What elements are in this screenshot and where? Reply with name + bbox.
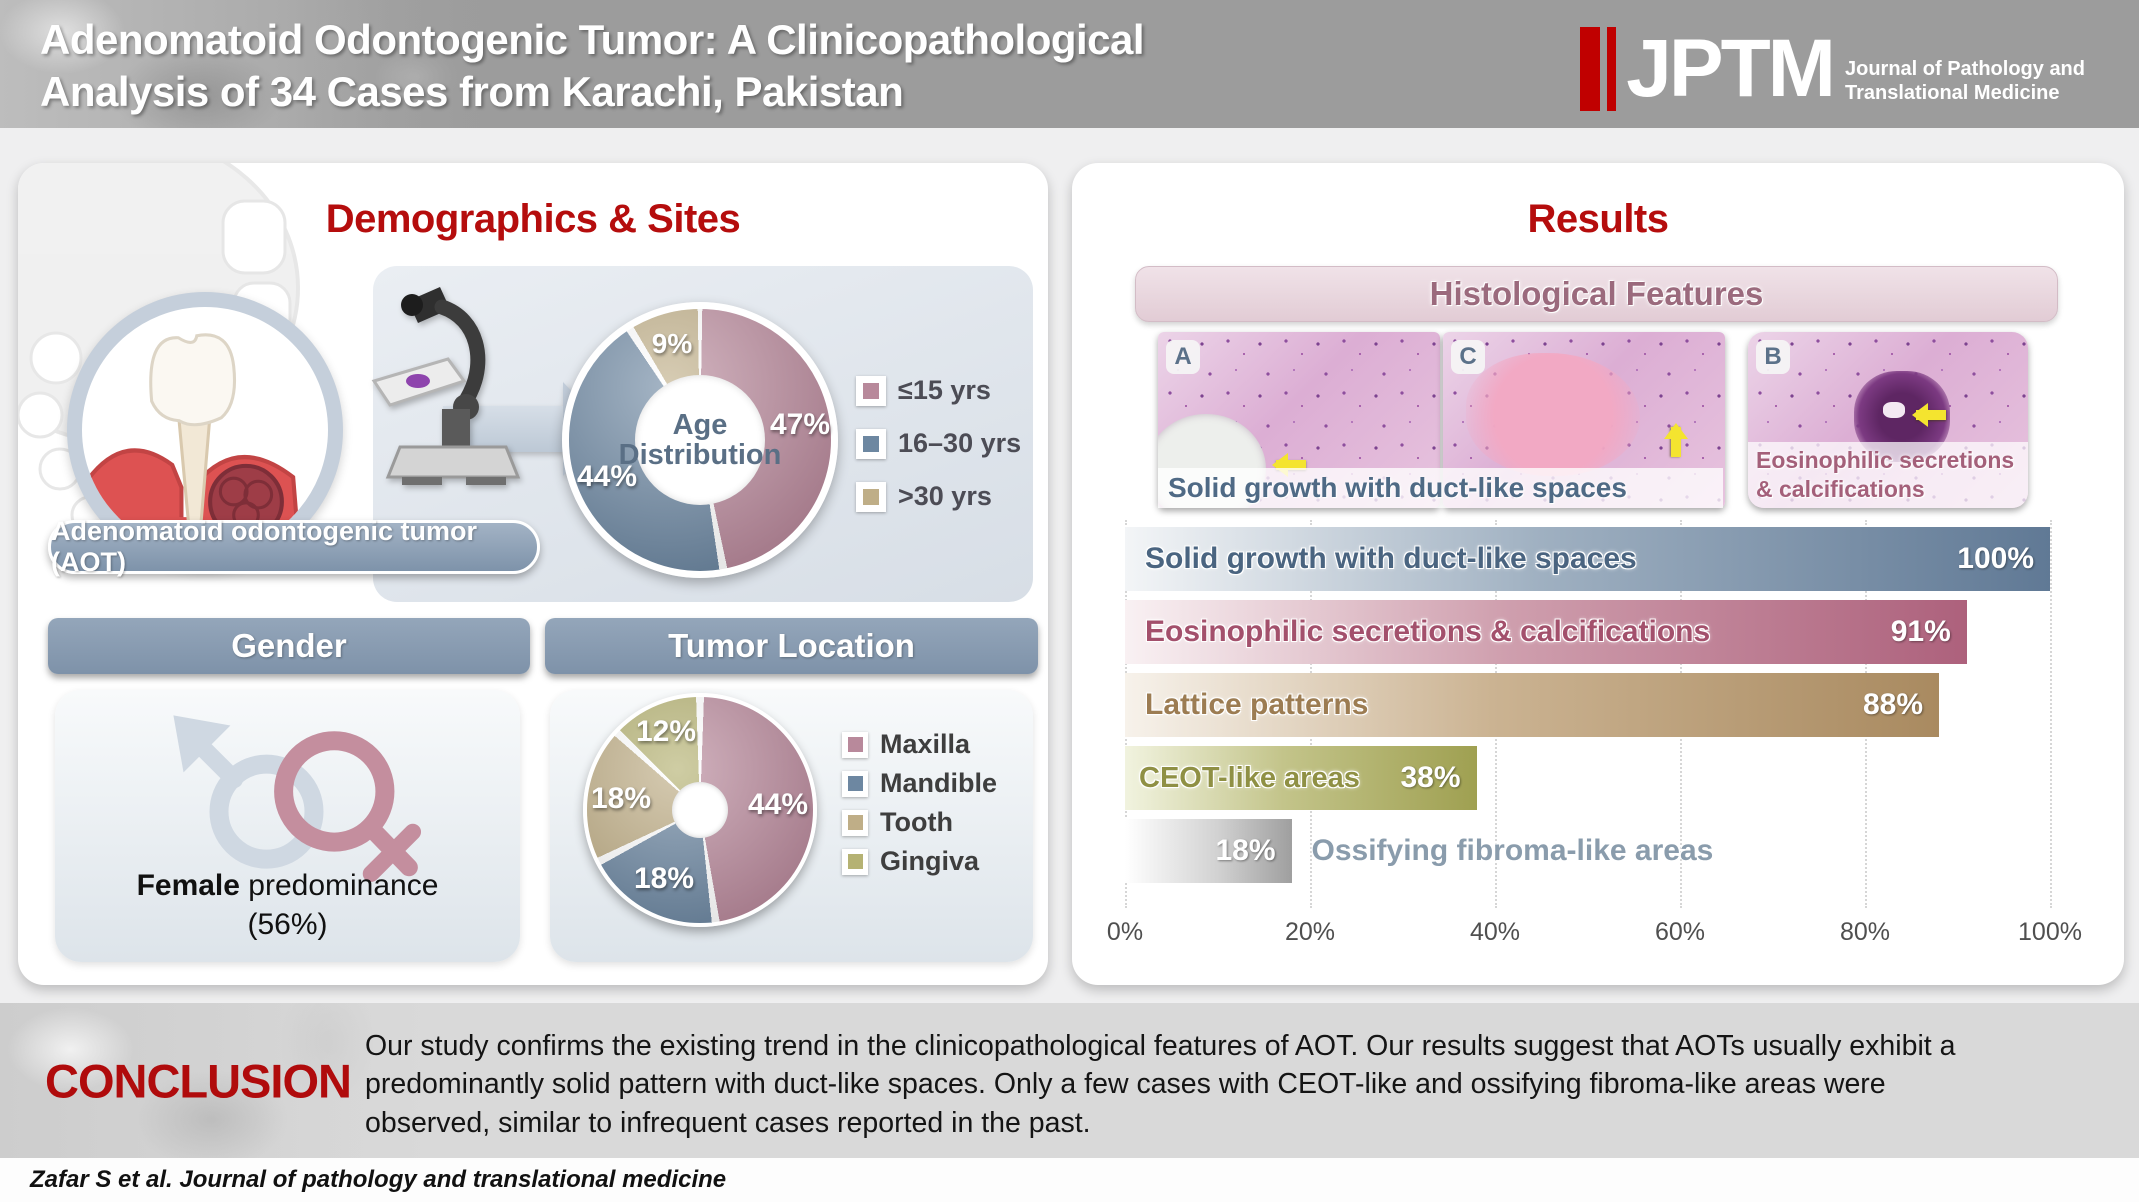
footer-citation: Zafar S et al. Journal of pathology and …	[30, 1166, 727, 1193]
location-slice-value: 18%	[590, 782, 652, 815]
page-title-line2: Analysis of 34 Cases from Karachi, Pakis…	[40, 68, 904, 116]
gender-result-text: Female predominance (56%)	[136, 869, 439, 941]
tumor-location-legend: Maxilla Mandible Tooth Gingiva	[842, 729, 997, 877]
footer: Zafar S et al. Journal of pathology and …	[0, 1158, 2139, 1202]
conclusion-text: Our study confirms the existing trend in…	[365, 1030, 1956, 1139]
gender-section-header: Gender	[48, 618, 530, 674]
legend-swatch	[856, 375, 886, 406]
eosinophilic-zone	[1465, 353, 1641, 477]
gender-symbols-icon	[173, 715, 422, 882]
tumor-location-section-header: Tumor Location	[545, 618, 1038, 674]
annotation-arrow-icon	[1912, 403, 1946, 427]
age-distribution-legend: ≤15 yrs 16–30 yrs >30 yrs	[856, 375, 1021, 512]
bar-row: Lattice patterns 88%	[1125, 673, 2050, 737]
bar-solid-growth: Solid growth with duct-like spaces 100%	[1125, 527, 2050, 591]
legend-item: Mandible	[842, 768, 997, 799]
legend-item: Maxilla	[842, 729, 997, 760]
results-title: Results	[1527, 197, 1670, 241]
histological-features-header: Histological Features	[1135, 266, 2058, 322]
bar-row: Eosinophilic secretions & calcifications…	[1125, 600, 2050, 664]
aot-label-pill: Adenomatoid odontogenic tumor (AOT)	[48, 516, 540, 577]
logo-acronym: JPTM	[1626, 23, 1836, 114]
bar-series: Solid growth with duct-like spaces 100% …	[1125, 520, 2050, 883]
legend-swatch	[842, 848, 868, 875]
page-title-line1: Adenomatoid Odontogenic Tumor: A Clinico…	[40, 16, 1145, 63]
annotation-arrow-icon	[1671, 427, 1681, 457]
image-caption: Eosinophilic secretions & calcifications	[1748, 442, 2028, 508]
bar-eosinophilic: Eosinophilic secretions & calcifications…	[1125, 600, 1967, 664]
histology-image-b: B Eosinophilic secretions & calcificatio…	[1748, 332, 2028, 508]
male-icon	[173, 715, 324, 869]
histological-features-bar-chart: Solid growth with duct-like spaces 100% …	[1107, 520, 2082, 965]
legend-item: >30 yrs	[856, 481, 1021, 512]
demographics-title: Demographics & Sites	[325, 197, 741, 241]
legend-item: Gingiva	[842, 846, 997, 877]
histology-images-row: A C B Eosinophilic secretions & calcific…	[1158, 332, 2038, 508]
location-slice-value: 12%	[635, 715, 697, 748]
image-label: B	[1756, 340, 1790, 374]
conclusion-texture	[0, 1003, 470, 1158]
jptm-logo: JPTM Journal of Pathology and Translatio…	[1580, 26, 2085, 112]
x-tick-label: 0%	[1106, 918, 1144, 946]
bar-row: Solid growth with duct-like spaces 100%	[1125, 527, 2050, 591]
logo-journal-name: Journal of Pathology and Translational M…	[1844, 58, 2085, 104]
bar-row: 18% Ossifying fibroma-like areas	[1125, 819, 2050, 883]
gridline	[2050, 520, 2052, 908]
x-tick-label: 60%	[1654, 918, 1706, 946]
age-slice-value: 9%	[651, 328, 693, 359]
tumor-location-pie-chart	[583, 693, 817, 927]
microscope-icon	[366, 281, 551, 491]
legend-item: 16–30 yrs	[856, 428, 1021, 459]
header-bar: Adenomatoid Odontogenic Tumor: A Clinico…	[0, 0, 2139, 128]
x-tick-label: 80%	[1839, 918, 1891, 946]
pie-center-hole	[672, 782, 728, 838]
conclusion-label: CONCLUSION	[45, 1054, 352, 1107]
image-label: C	[1451, 340, 1485, 374]
legend-item: ≤15 yrs	[856, 375, 1021, 406]
results-panel: Results Histological Features A C B Eosi…	[1072, 163, 2124, 985]
legend-swatch	[842, 731, 868, 758]
page-title: Adenomatoid Odontogenic Tumor: A Clinico…	[40, 14, 1145, 118]
logo-accent-bars	[1580, 27, 1601, 111]
x-tick-label: 20%	[1284, 918, 1336, 946]
bar-lattice: Lattice patterns 88%	[1125, 673, 1939, 737]
age-slice-value: 44%	[576, 460, 638, 493]
bar-row: CEOT-like areas 38%	[1125, 746, 2050, 810]
image-caption: Solid growth with duct-like spaces	[1158, 468, 1723, 508]
image-label: A	[1166, 340, 1200, 374]
location-slice-value: 18%	[633, 862, 695, 895]
female-icon	[274, 731, 422, 882]
x-tick-label: 40%	[1469, 918, 1521, 946]
conclusion-band: CONCLUSION Our study confirms the existi…	[0, 1003, 2139, 1158]
legend-swatch	[842, 809, 868, 836]
bar-ossifying: 18%	[1125, 819, 1292, 883]
tumor-location-box: 44% 18% 18% 12% Maxilla Mandible Tooth G…	[550, 690, 1033, 962]
legend-swatch	[856, 428, 886, 459]
legend-swatch	[856, 481, 886, 512]
location-slice-value: 44%	[747, 788, 809, 821]
x-tick-label: 100%	[2018, 918, 2082, 946]
logo-accent-bars	[1607, 27, 1617, 111]
demographics-panel: Demographics & Sites	[18, 163, 1048, 985]
header-texture	[0, 0, 520, 128]
bar-ceot: CEOT-like areas 38%	[1125, 746, 1477, 810]
age-donut-center-label: Age Distribution	[619, 375, 781, 505]
age-distribution-donut-chart: Age Distribution	[562, 302, 838, 578]
x-axis: 0% 20% 40% 60% 80% 100%	[1107, 918, 2082, 952]
age-slice-value: 47%	[769, 408, 831, 441]
legend-swatch	[842, 770, 868, 797]
legend-item: Tooth	[842, 807, 997, 838]
gender-box: Female predominance (56%)	[55, 690, 520, 962]
